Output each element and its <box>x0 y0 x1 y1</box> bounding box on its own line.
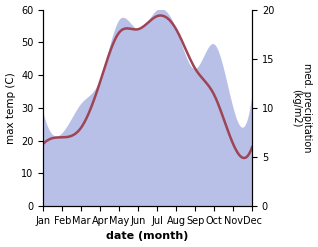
X-axis label: date (month): date (month) <box>107 231 189 242</box>
Y-axis label: med. precipitation
(kg/m2): med. precipitation (kg/m2) <box>291 63 313 153</box>
Y-axis label: max temp (C): max temp (C) <box>5 72 16 144</box>
